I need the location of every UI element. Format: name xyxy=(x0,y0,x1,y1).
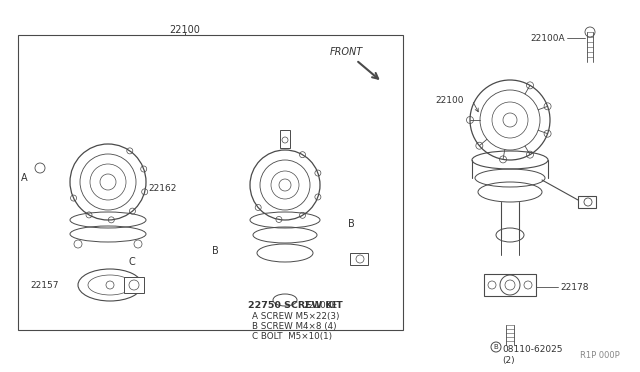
Text: 22100: 22100 xyxy=(170,25,200,35)
Text: A SCREW M5×22(3): A SCREW M5×22(3) xyxy=(252,312,339,321)
Text: A: A xyxy=(21,173,28,183)
Text: C: C xyxy=(128,257,135,267)
Text: 22750 SCREW KIT: 22750 SCREW KIT xyxy=(248,301,343,310)
Bar xyxy=(350,253,368,265)
Text: 22100: 22100 xyxy=(435,96,463,105)
Bar xyxy=(578,196,596,208)
Text: C BOLT  M5×10(1): C BOLT M5×10(1) xyxy=(252,333,332,341)
Text: B: B xyxy=(348,219,355,229)
Bar xyxy=(484,274,536,296)
Text: (2): (2) xyxy=(502,356,515,365)
Text: B: B xyxy=(212,246,219,256)
Bar xyxy=(124,277,144,293)
Text: 22100E: 22100E xyxy=(303,301,337,310)
Text: B: B xyxy=(493,344,499,350)
Text: FRONT: FRONT xyxy=(330,47,364,57)
Text: 22178: 22178 xyxy=(560,282,589,292)
Text: 08110-62025: 08110-62025 xyxy=(502,346,563,355)
Bar xyxy=(18,35,403,330)
Text: 22157: 22157 xyxy=(30,280,58,289)
Text: B SCREW M4×8 (4): B SCREW M4×8 (4) xyxy=(252,323,337,331)
Text: R1P 000P: R1P 000P xyxy=(580,350,620,359)
Bar xyxy=(280,130,290,148)
Text: 22162: 22162 xyxy=(148,183,177,192)
Text: 22100A: 22100A xyxy=(531,33,565,42)
